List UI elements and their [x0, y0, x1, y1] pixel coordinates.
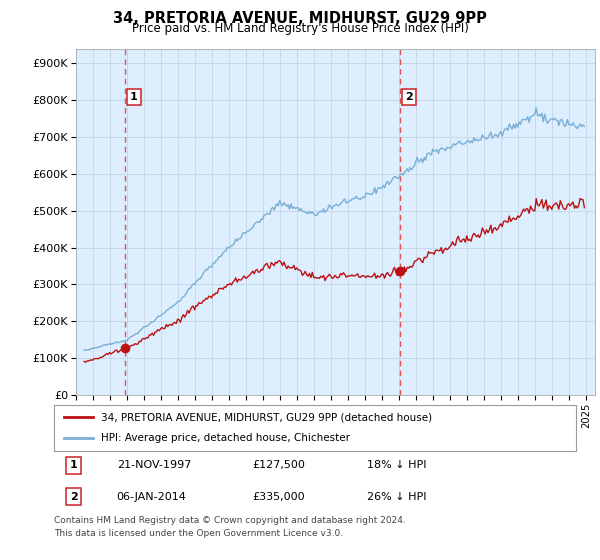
Text: 34, PRETORIA AVENUE, MIDHURST, GU29 9PP: 34, PRETORIA AVENUE, MIDHURST, GU29 9PP — [113, 11, 487, 26]
Text: Contains HM Land Registry data © Crown copyright and database right 2024.
This d: Contains HM Land Registry data © Crown c… — [54, 516, 406, 538]
Text: 26% ↓ HPI: 26% ↓ HPI — [367, 492, 427, 502]
Text: 06-JAN-2014: 06-JAN-2014 — [116, 492, 187, 502]
Text: 1: 1 — [70, 460, 78, 470]
Text: 21-NOV-1997: 21-NOV-1997 — [116, 460, 191, 470]
Text: HPI: Average price, detached house, Chichester: HPI: Average price, detached house, Chic… — [101, 433, 350, 444]
Text: 2: 2 — [404, 92, 412, 102]
Text: 1: 1 — [130, 92, 138, 102]
Text: £127,500: £127,500 — [253, 460, 305, 470]
Text: 34, PRETORIA AVENUE, MIDHURST, GU29 9PP (detached house): 34, PRETORIA AVENUE, MIDHURST, GU29 9PP … — [101, 412, 432, 422]
Text: 2: 2 — [70, 492, 78, 502]
Text: 18% ↓ HPI: 18% ↓ HPI — [367, 460, 427, 470]
Text: Price paid vs. HM Land Registry's House Price Index (HPI): Price paid vs. HM Land Registry's House … — [131, 22, 469, 35]
Text: £335,000: £335,000 — [253, 492, 305, 502]
